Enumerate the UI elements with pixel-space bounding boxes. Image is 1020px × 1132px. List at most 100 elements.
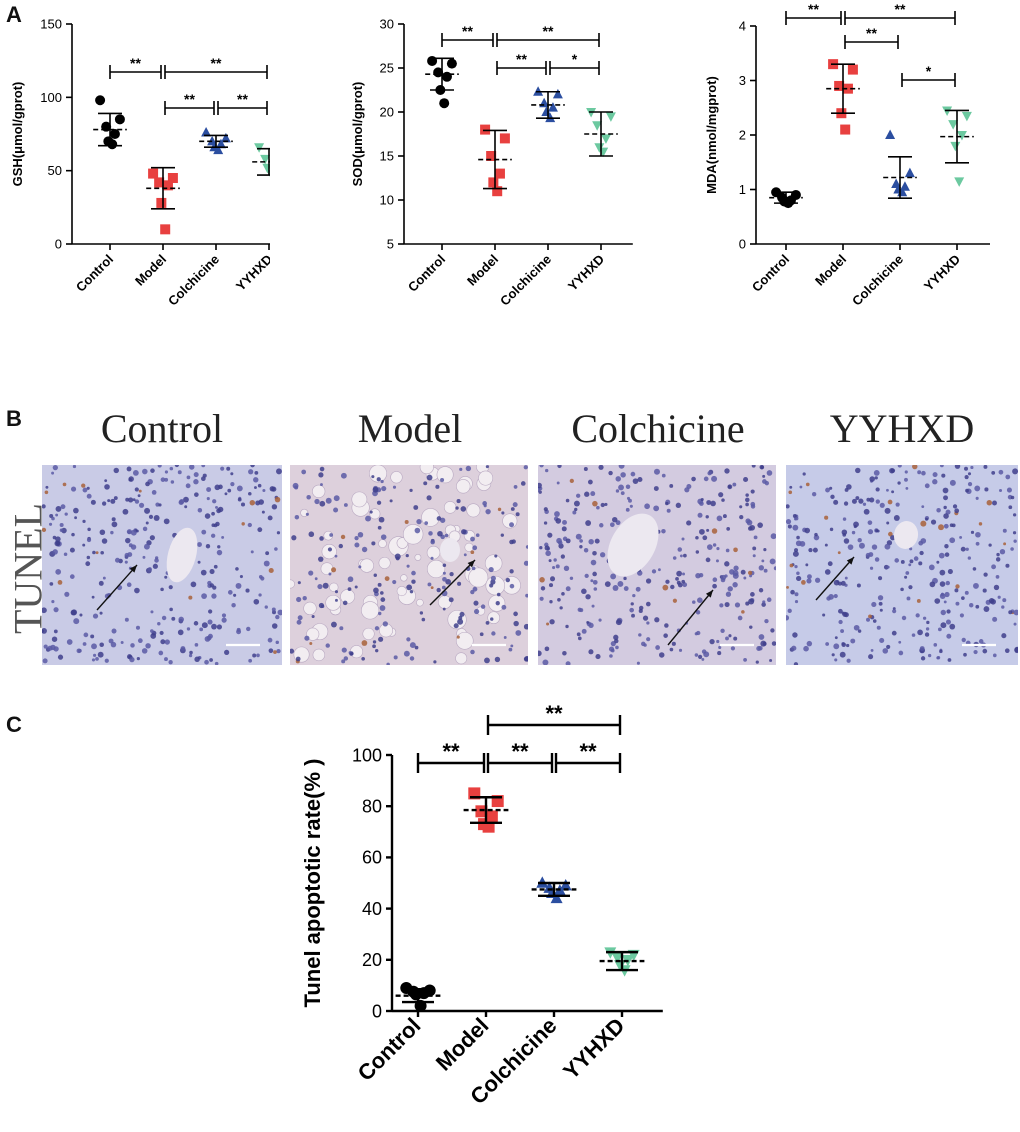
nucleus	[265, 551, 270, 556]
nucleus	[98, 580, 104, 586]
nucleus	[949, 479, 956, 486]
nucleus	[475, 533, 480, 538]
nucleus	[679, 554, 683, 558]
nucleus	[240, 502, 246, 507]
data-point	[552, 88, 563, 99]
nucleus	[879, 637, 885, 643]
data-point	[550, 891, 563, 904]
nucleus	[759, 465, 765, 470]
nucleus	[211, 593, 217, 599]
nucleus	[127, 530, 131, 534]
nucleus	[803, 645, 809, 652]
nucleus	[314, 577, 318, 581]
nucleus	[771, 641, 776, 646]
nucleus	[135, 625, 141, 630]
nucleus	[1004, 648, 1010, 654]
nucleus	[409, 656, 415, 661]
nucleus	[932, 472, 938, 478]
nucleus	[991, 470, 996, 475]
nucleus	[147, 567, 152, 572]
nucleus	[762, 479, 767, 484]
nucleus	[825, 487, 830, 493]
nucleus	[153, 515, 160, 521]
micro-title-colchicine: Colchicine	[571, 406, 745, 451]
nucleus	[523, 560, 528, 566]
nucleus	[1014, 646, 1018, 653]
nucleus	[973, 582, 979, 589]
nucleus	[967, 482, 973, 487]
nucleus	[555, 564, 560, 569]
nucleus	[853, 624, 860, 631]
nucleus	[636, 661, 640, 665]
arrow-shaft	[96, 564, 138, 611]
nucleus	[369, 510, 373, 514]
nucleus	[409, 642, 416, 649]
nucleus	[794, 592, 799, 597]
nucleus	[51, 471, 55, 475]
nucleus	[257, 527, 263, 533]
nucleus	[974, 485, 981, 492]
nucleus	[653, 486, 659, 491]
data-point	[441, 71, 452, 82]
nucleus	[221, 535, 225, 539]
nucleus	[702, 535, 708, 541]
nucleus	[206, 497, 210, 501]
nucleus	[226, 466, 231, 471]
nucleus	[833, 594, 838, 599]
nucleus	[124, 617, 129, 622]
nucleus	[596, 505, 600, 510]
nucleus	[920, 520, 927, 527]
series-control	[395, 981, 441, 1012]
nucleus	[137, 638, 143, 644]
nucleus	[144, 507, 151, 514]
y-tick-label: 0	[55, 237, 62, 252]
nucleus	[669, 647, 674, 652]
nucleus	[897, 465, 902, 468]
nucleus	[770, 628, 775, 633]
nucleus	[904, 575, 908, 579]
nucleus	[925, 517, 929, 521]
nucleus	[48, 522, 53, 526]
nucleus	[178, 616, 184, 623]
nucleus	[716, 639, 720, 644]
nucleus	[790, 589, 795, 595]
nucleus	[70, 486, 77, 492]
nucleus	[876, 625, 881, 630]
nucleus	[983, 572, 988, 577]
tissue-background	[786, 465, 1018, 665]
nucleus	[333, 495, 340, 502]
nucleus	[561, 592, 565, 596]
nucleus	[216, 624, 223, 630]
nucleus	[501, 511, 505, 515]
nucleus	[211, 511, 215, 516]
nucleus	[426, 474, 433, 481]
nucleus	[964, 475, 969, 480]
nucleus	[868, 614, 872, 619]
nucleus	[74, 516, 78, 520]
nucleus	[200, 569, 207, 576]
nucleus	[111, 521, 118, 528]
nucleus	[756, 645, 762, 652]
x-tick-label: Control	[405, 252, 448, 295]
nucleus	[753, 535, 758, 540]
nucleus	[296, 596, 302, 603]
data-point	[439, 98, 450, 109]
x-tick-label: Control	[73, 252, 116, 295]
vacuole	[362, 627, 375, 640]
vacuole	[306, 627, 320, 641]
nucleus	[752, 554, 756, 558]
nucleus	[841, 611, 845, 615]
nucleus	[615, 520, 621, 526]
nucleus	[194, 656, 200, 663]
nucleus	[725, 636, 729, 641]
nucleus	[411, 570, 416, 576]
nucleus	[525, 593, 528, 598]
nucleus	[813, 534, 820, 541]
nucleus	[171, 616, 176, 621]
nucleus	[473, 600, 479, 606]
nucleus	[869, 566, 874, 570]
nucleus	[308, 531, 315, 538]
nucleus	[749, 524, 756, 531]
nucleus	[42, 607, 47, 614]
nucleus	[503, 636, 507, 639]
